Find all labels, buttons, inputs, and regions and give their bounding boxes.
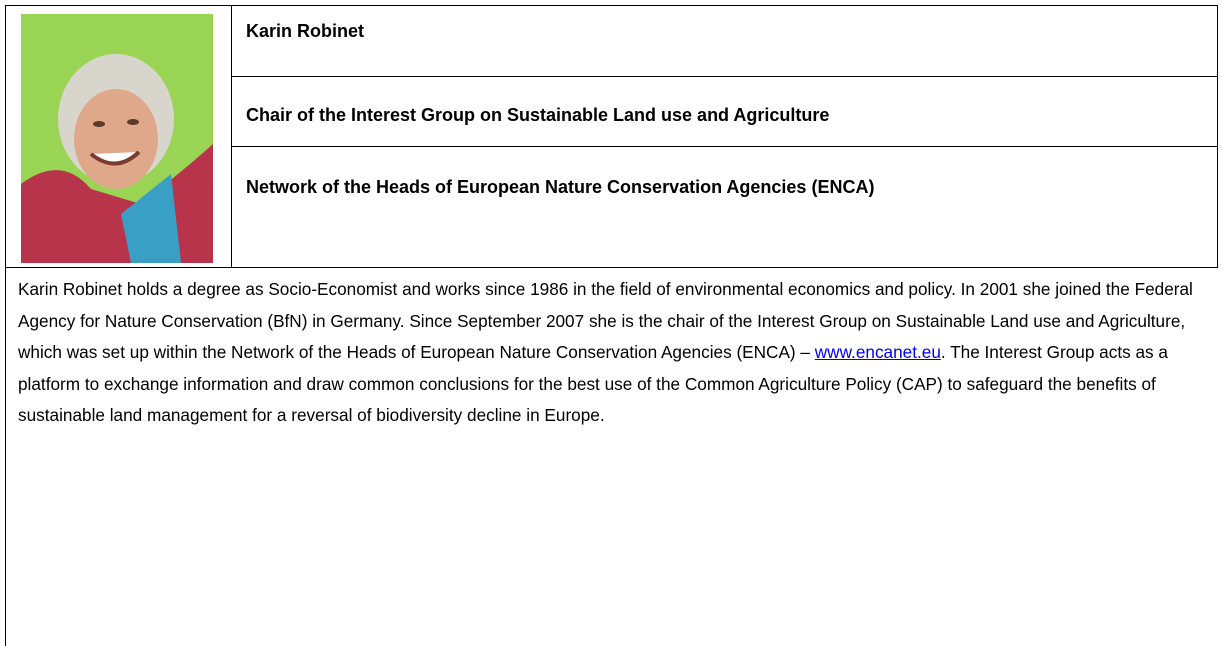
photo-cell [5, 5, 232, 268]
page: Karin Robinet Chair of the Interest Grou… [0, 0, 1223, 646]
bio: Karin Robinet holds a degree as Socio-Ec… [18, 274, 1210, 432]
name: Karin Robinet [232, 5, 1218, 77]
portrait-photo [21, 14, 213, 263]
organization: Network of the Heads of European Nature … [232, 147, 1218, 267]
role: Chair of the Interest Group on Sustainab… [232, 77, 1218, 147]
link[interactable]: www.encanet.eu [815, 342, 941, 362]
